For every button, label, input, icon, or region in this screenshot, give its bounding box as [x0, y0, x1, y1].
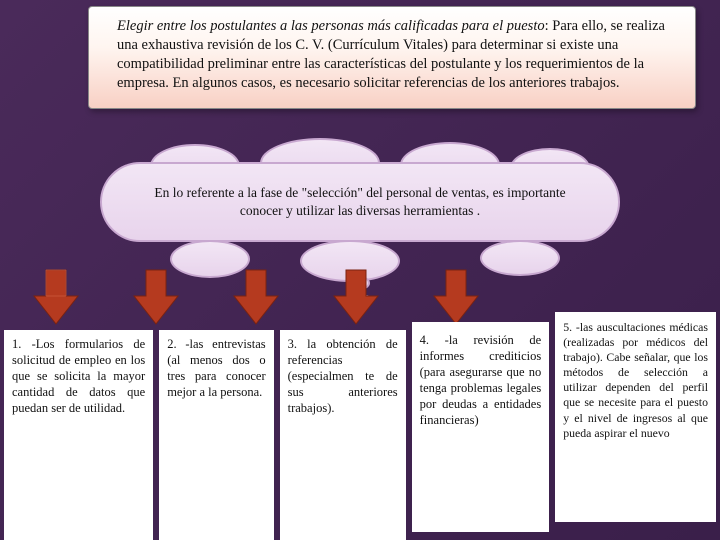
cloud-text: En lo referente a la fase de "selección"… — [142, 184, 578, 219]
intro-callout-box: Elegir entre los postulantes a las perso… — [88, 6, 696, 109]
cloud-callout: En lo referente a la fase de "selección"… — [100, 162, 620, 262]
column-item: 5. -las auscultaciones médicas (realizad… — [555, 312, 716, 522]
down-arrow-icon — [328, 268, 384, 326]
down-arrow-icon — [428, 268, 484, 326]
column-item: 4. -la revisión de informes crediticios … — [412, 322, 550, 532]
down-arrow-icon — [28, 268, 84, 326]
down-arrow-icon — [228, 268, 284, 326]
intro-italic-lead: Elegir entre los postulantes a las perso… — [117, 18, 545, 34]
column-item: 2. -las entrevistas (al menos dos o tres… — [159, 330, 273, 540]
down-arrow-icon — [128, 268, 184, 326]
columns-container: 1. -Los formularios de solicitud de empl… — [4, 330, 716, 540]
column-item: 1. -Los formularios de solicitud de empl… — [4, 330, 153, 540]
column-item: 3. la obtención de referencias (especial… — [280, 330, 406, 540]
